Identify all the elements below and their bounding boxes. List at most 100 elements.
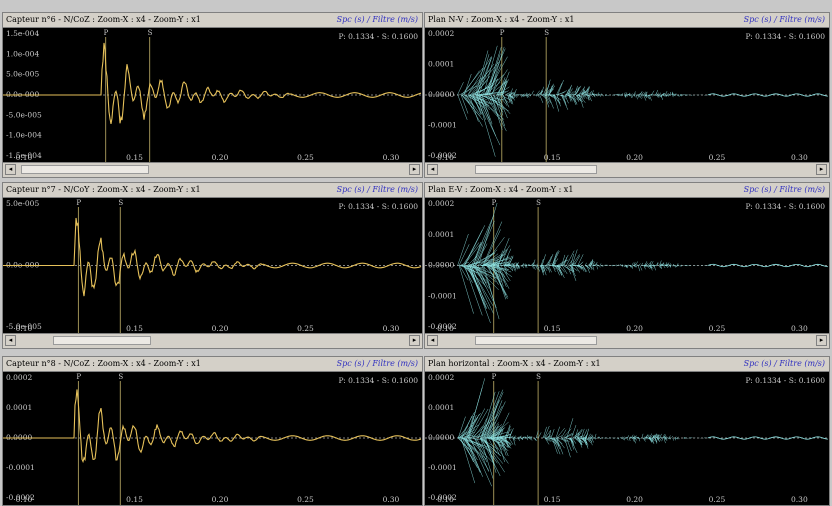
motion-stroke bbox=[522, 265, 524, 269]
motion-stroke bbox=[457, 94, 468, 120]
motion-stroke bbox=[597, 436, 599, 439]
motion-stroke bbox=[569, 94, 577, 104]
waveform-plot[interactable]: 0.0002 0.0001 0.0000 -0.0001 -0.0002 0.10 0.15… bbox=[425, 27, 829, 163]
motion-stroke bbox=[568, 94, 572, 102]
motion-stroke bbox=[546, 434, 552, 439]
motion-stroke bbox=[593, 94, 596, 98]
motion-stroke bbox=[510, 92, 513, 96]
motion-stroke bbox=[619, 94, 621, 97]
motion-stroke bbox=[677, 436, 679, 439]
waveform-plot[interactable]: 5.0e-005 0.0e-000 -5.0e-005 0.10 0.15 0.20 0.2… bbox=[3, 197, 422, 334]
spec-filter-link[interactable]: Spc (s) / Filtre (m/s) bbox=[336, 15, 418, 24]
motion-stroke bbox=[624, 92, 626, 96]
motion-stroke bbox=[680, 94, 682, 96]
motion-tail bbox=[707, 93, 828, 97]
motion-stroke bbox=[630, 436, 633, 439]
motion-stroke bbox=[521, 265, 523, 267]
scrollbar-thumb[interactable] bbox=[475, 336, 597, 345]
spec-filter-link[interactable]: Spc (s) / Filtre (m/s) bbox=[336, 185, 418, 194]
motion-stroke bbox=[512, 265, 516, 272]
waveform-plot[interactable]: 0.0002 0.0001 0.0000 -0.0001 -0.0002 0.10 0.15… bbox=[425, 371, 829, 505]
s-marker-label: S bbox=[536, 199, 541, 207]
scroll-right-arrow-icon[interactable]: ▸ bbox=[816, 335, 827, 346]
pane-plan-nv[interactable]: Plan N-V : Zoom-X : x4 - Zoom-Y : x1 Spc… bbox=[424, 12, 830, 178]
motion-stroke bbox=[625, 265, 627, 267]
motion-stroke bbox=[543, 94, 546, 100]
x-tick-label: 0.20 bbox=[626, 153, 643, 162]
pane-capteur-6[interactable]: Capteur n°6 - N/CoZ : Zoom-X : x4 - Zoom… bbox=[2, 12, 423, 178]
motion-stroke bbox=[512, 265, 516, 267]
motion-stroke bbox=[466, 261, 481, 266]
motion-stroke bbox=[562, 94, 567, 106]
horizontal-scrollbar[interactable]: ◂ ▸ bbox=[3, 333, 422, 348]
scroll-left-arrow-icon[interactable]: ◂ bbox=[5, 164, 16, 175]
motion-stroke bbox=[643, 437, 647, 440]
y-tick-label: -0.0001 bbox=[6, 463, 35, 472]
pane-title: Plan N-V : Zoom-X : x4 - Zoom-Y : x1 bbox=[428, 15, 575, 24]
motion-stroke bbox=[458, 429, 476, 439]
scroll-left-arrow-icon[interactable]: ◂ bbox=[427, 164, 438, 175]
motion-stroke bbox=[507, 94, 511, 103]
motion-stroke bbox=[498, 94, 508, 106]
pick-readout: P: 0.1334 - S: 0.1600 bbox=[745, 202, 825, 211]
horizontal-scrollbar[interactable]: ◂ ▸ bbox=[3, 162, 422, 177]
motion-stroke bbox=[534, 437, 537, 442]
motion-stroke bbox=[635, 437, 637, 440]
motion-stroke bbox=[586, 86, 590, 96]
motion-stroke bbox=[474, 426, 489, 439]
motion-stroke bbox=[590, 94, 593, 97]
motion-stroke bbox=[488, 75, 498, 96]
motion-stroke bbox=[572, 94, 578, 105]
y-tick-label: 0.0001 bbox=[428, 230, 454, 239]
motion-stroke bbox=[620, 94, 622, 96]
motion-stroke bbox=[643, 265, 646, 270]
motion-stroke bbox=[561, 437, 570, 442]
pane-capteur-8[interactable]: Capteur n°8 - N/CoZ : Zoom-X : x4 - Zoom… bbox=[2, 356, 423, 506]
waveform-plot[interactable]: 0.0002 0.0001 0.0000 -0.0001 -0.0002 0.10 0.15… bbox=[3, 371, 422, 505]
motion-stroke bbox=[592, 93, 594, 96]
x-tick-label: 0.25 bbox=[297, 495, 314, 504]
scroll-right-arrow-icon[interactable]: ▸ bbox=[409, 164, 420, 175]
spec-filter-link[interactable]: Spc (s) / Filtre (m/s) bbox=[743, 359, 825, 368]
motion-stroke bbox=[667, 265, 670, 268]
waveform-plot[interactable]: 0.0002 0.0001 0.0000 -0.0001 -0.0002 0.10 0.15… bbox=[425, 197, 829, 334]
y-tick-label: 0.0002 bbox=[428, 199, 454, 208]
motion-stroke bbox=[463, 94, 490, 106]
motion-stroke bbox=[476, 54, 490, 96]
motion-stroke bbox=[627, 93, 629, 96]
scroll-right-arrow-icon[interactable]: ▸ bbox=[816, 164, 827, 175]
horizontal-scrollbar[interactable]: ◂ ▸ bbox=[425, 333, 829, 348]
motion-stroke bbox=[579, 94, 586, 103]
spec-filter-link[interactable]: Spc (s) / Filtre (m/s) bbox=[743, 185, 825, 194]
scrollbar-thumb[interactable] bbox=[53, 336, 151, 345]
horizontal-scrollbar[interactable]: ◂ ▸ bbox=[425, 162, 829, 177]
scroll-right-arrow-icon[interactable]: ▸ bbox=[409, 335, 420, 346]
pane-plan-ev[interactable]: Plan E-V : Zoom-X : x4 - Zoom-Y : x1 Spc… bbox=[424, 182, 830, 349]
pane-capteur-7[interactable]: Capteur n°7 - N/CoY : Zoom-X : x4 - Zoom… bbox=[2, 182, 423, 349]
scroll-left-arrow-icon[interactable]: ◂ bbox=[427, 335, 438, 346]
motion-stroke bbox=[526, 263, 528, 266]
scrollbar-thumb[interactable] bbox=[475, 165, 597, 174]
motion-stroke bbox=[654, 437, 658, 444]
motion-stroke bbox=[585, 93, 590, 96]
x-tick-label: 0.10 bbox=[16, 324, 33, 333]
motion-stroke bbox=[598, 436, 600, 439]
motion-stroke bbox=[663, 94, 666, 98]
motion-stroke bbox=[566, 437, 572, 452]
motion-stroke bbox=[598, 436, 600, 439]
motion-stroke bbox=[487, 94, 507, 132]
waveform-plot[interactable]: 1.5e-004 1.0e-004 5.0e-005 0.0e-000 -5.0e-00… bbox=[3, 27, 422, 163]
scrollbar-thumb[interactable] bbox=[21, 165, 149, 174]
spec-filter-link[interactable]: Spc (s) / Filtre (m/s) bbox=[743, 15, 825, 24]
motion-stroke bbox=[584, 262, 587, 266]
waveform-canvas[interactable]: 1.5e-0041.0e-0045.0e-0050.0e-000-5.0e-00… bbox=[3, 27, 422, 163]
pane-plan-horizontal[interactable]: Plan horizontal : Zoom-X : x4 - Zoom-Y :… bbox=[424, 356, 830, 506]
scroll-left-arrow-icon[interactable]: ◂ bbox=[5, 335, 16, 346]
spec-filter-link[interactable]: Spc (s) / Filtre (m/s) bbox=[336, 359, 418, 368]
motion-stroke bbox=[513, 437, 516, 441]
